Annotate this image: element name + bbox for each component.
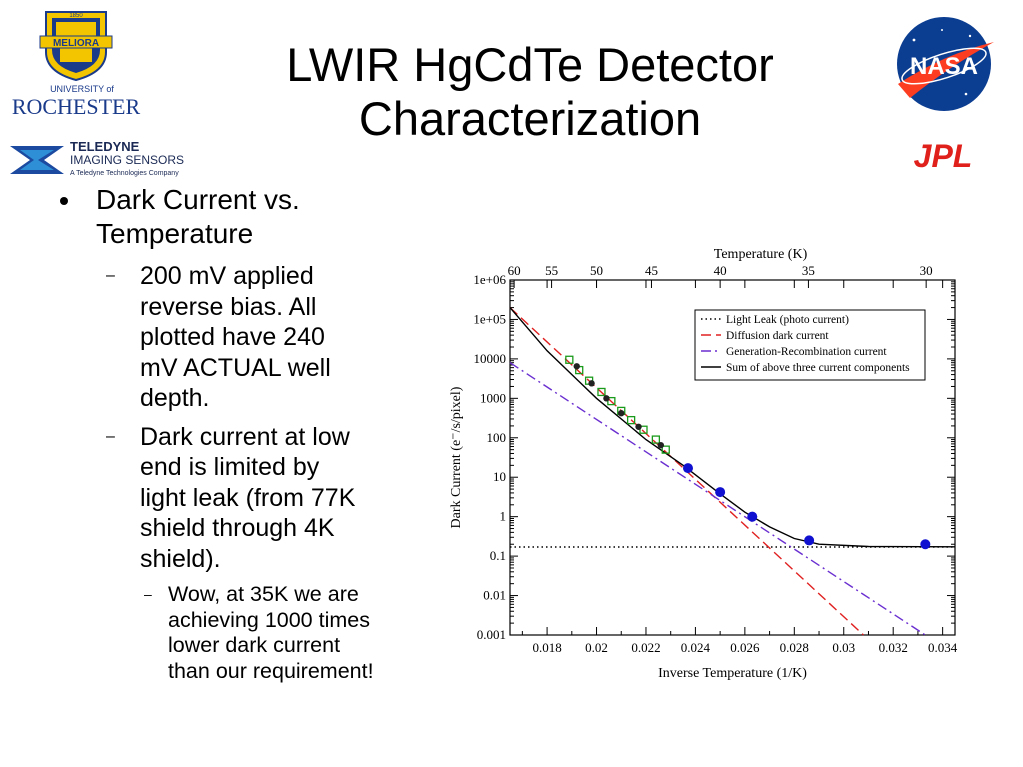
bullet-dot-icon [60,197,68,205]
university-of-rochester-logo: 1850 MELIORA UNIVERSITY of ROCHESTER [12,11,141,119]
y-tick-label: 1e+06 [473,272,506,287]
rochester-seal-year: 1850 [69,13,83,19]
rochester-small-text: UNIVERSITY of [50,84,114,94]
sub-bullet-light-leak-line5: shield). [140,544,221,573]
sub-bullet-light-leak-line4: shield through 4K [140,514,335,542]
x-axis-label: Inverse Temperature (1/K) [658,666,807,681]
y-tick-label: 1000 [480,390,506,405]
top-tick-label: 45 [645,263,658,278]
top-axis-label: Temperature (K) [714,247,808,262]
axes-ticks: 0.018 0.02 0.022 0.024 0.026 0.028 0.03 0.032 0.… [473,263,957,655]
green-square-point [626,415,636,425]
bullet-list: Dark Current vs. Temperature – 200 mV ap… [60,183,440,684]
blue-point [683,463,693,474]
legend-label: Sum of above three current components [726,362,910,374]
sub-bullet-bias-line3: plotted have 240 [140,323,325,351]
dark-current-chart: 0.018 0.02 0.022 0.024 0.026 0.028 0.03 0.032 0.… [449,247,958,681]
x-tick-label: 0.02 [585,640,608,655]
title-line-1: LWIR HgCdTe Detector [286,38,774,91]
top-tick-label: 40 [714,263,727,278]
y-tick-label: 10 [493,469,506,484]
sub-bullet-bias-line5: depth. [140,384,210,412]
blue-point [747,511,758,522]
top-tick-label: 60 [508,263,521,278]
teledyne-name: TELEDYNE [70,139,140,154]
x-tick-label: 0.03 [832,640,855,655]
bullet-dark-current: Dark Current vs. Temperature [60,183,440,251]
bullet-dark-current-line1: Dark Current vs. [96,184,300,215]
teledyne-sub: IMAGING SENSORS [70,153,184,167]
x-tick-label: 0.032 [879,640,908,655]
y-tick-label: 1e+05 [473,311,506,326]
sub-sub-bullet-35k-line2: achieving 1000 times [168,607,370,632]
green-square-point [639,425,648,434]
legend-box [694,309,926,381]
blue-point [920,539,931,550]
title-line-2: Characterization [358,92,702,145]
y-tick-label: 10000 [474,351,507,366]
sub-bullet-light-leak-line1: Dark current at low [140,422,350,451]
sub-bullet-light-leak-line2: end is limited by [140,453,320,481]
sub-sub-bullet-35k-line4: than our requirement! [168,658,374,683]
teledyne-tagline: A Teledyne Technologies Company [70,170,179,177]
sub-sub-bullet-35k: – Wow, at 35K we are achieving 1000 time… [144,582,440,684]
x-tick-label: 0.034 [928,640,958,655]
sub-bullet-bias: – 200 mV applied reverse bias. All plott… [106,261,440,414]
x-tick-label: 0.024 [681,640,711,655]
legend-label: Diffusion dark current [726,330,829,342]
series-line-3 [509,307,956,548]
y-tick-label: 0.001 [477,627,506,642]
green-square-point [565,355,574,364]
legend: Light Leak (photo current) Diffusion dark… [694,309,926,381]
green-square-point [597,387,606,397]
y-tick-label: 0.1 [490,548,506,563]
blue-point [804,535,815,546]
x-tick-label: 0.018 [532,640,561,655]
series-line-2 [509,362,926,636]
slide-title: LWIR HgCdTe Detector Characterization [190,38,870,146]
nasa-text: NASA [910,53,978,80]
bullet-dark-current-line2: Temperature [96,218,254,249]
dark-point [588,380,595,387]
y-axis-label: Dark Current (e⁻/s/pixel) [449,386,464,528]
points-layer [565,355,931,550]
dark-point [603,395,610,402]
sub-bullet-bias-line1: 200 mV applied [140,262,314,290]
jpl-logo: JPL [914,140,973,170]
sub-bullet-light-leak: – Dark current at low end is limited by … [106,422,440,575]
blue-point [715,487,726,498]
green-square-point [661,445,670,454]
top-tick-label: 30 [920,263,933,278]
y-tick-label: 1 [500,509,507,524]
top-tick-label: 55 [545,263,558,278]
green-square-point [651,435,661,444]
dark-point [657,441,665,449]
dash-icon: – [144,586,152,602]
top-tick-label: 35 [802,263,815,278]
rochester-big-text: ROCHESTER [12,94,141,119]
legend-label: Generation-Recombination current [726,346,887,358]
jpl-text: JPL [914,140,973,170]
dark-point [635,423,642,430]
dash-icon: – [106,427,115,445]
y-tick-label: 0.01 [483,588,506,603]
sub-bullet-bias-line2: reverse bias. All [140,292,317,321]
legend-label: Light Leak (photo current) [726,314,849,326]
top-tick-label: 50 [590,263,603,278]
x-tick-label: 0.022 [631,640,660,655]
sub-bullet-light-leak-line3: light leak (from 77K [140,483,356,512]
rochester-seal-motto: MELIORA [53,38,99,49]
sub-sub-bullet-35k-line1: Wow, at 35K we are [168,582,359,606]
x-tick-label: 0.028 [780,640,809,655]
dark-point [618,409,625,417]
nasa-logo: NASA [897,17,994,111]
sub-bullet-bias-line4: mV ACTUAL well [140,353,331,382]
y-tick-label: 100 [487,430,507,445]
x-tick-label: 0.026 [730,640,760,655]
dark-point [573,363,580,370]
teledyne-logo: TELEDYNE IMAGING SENSORS A Teledyne Tech… [10,139,184,177]
sub-sub-bullet-35k-line3: lower dark current [168,633,341,657]
dash-icon: – [106,267,115,284]
